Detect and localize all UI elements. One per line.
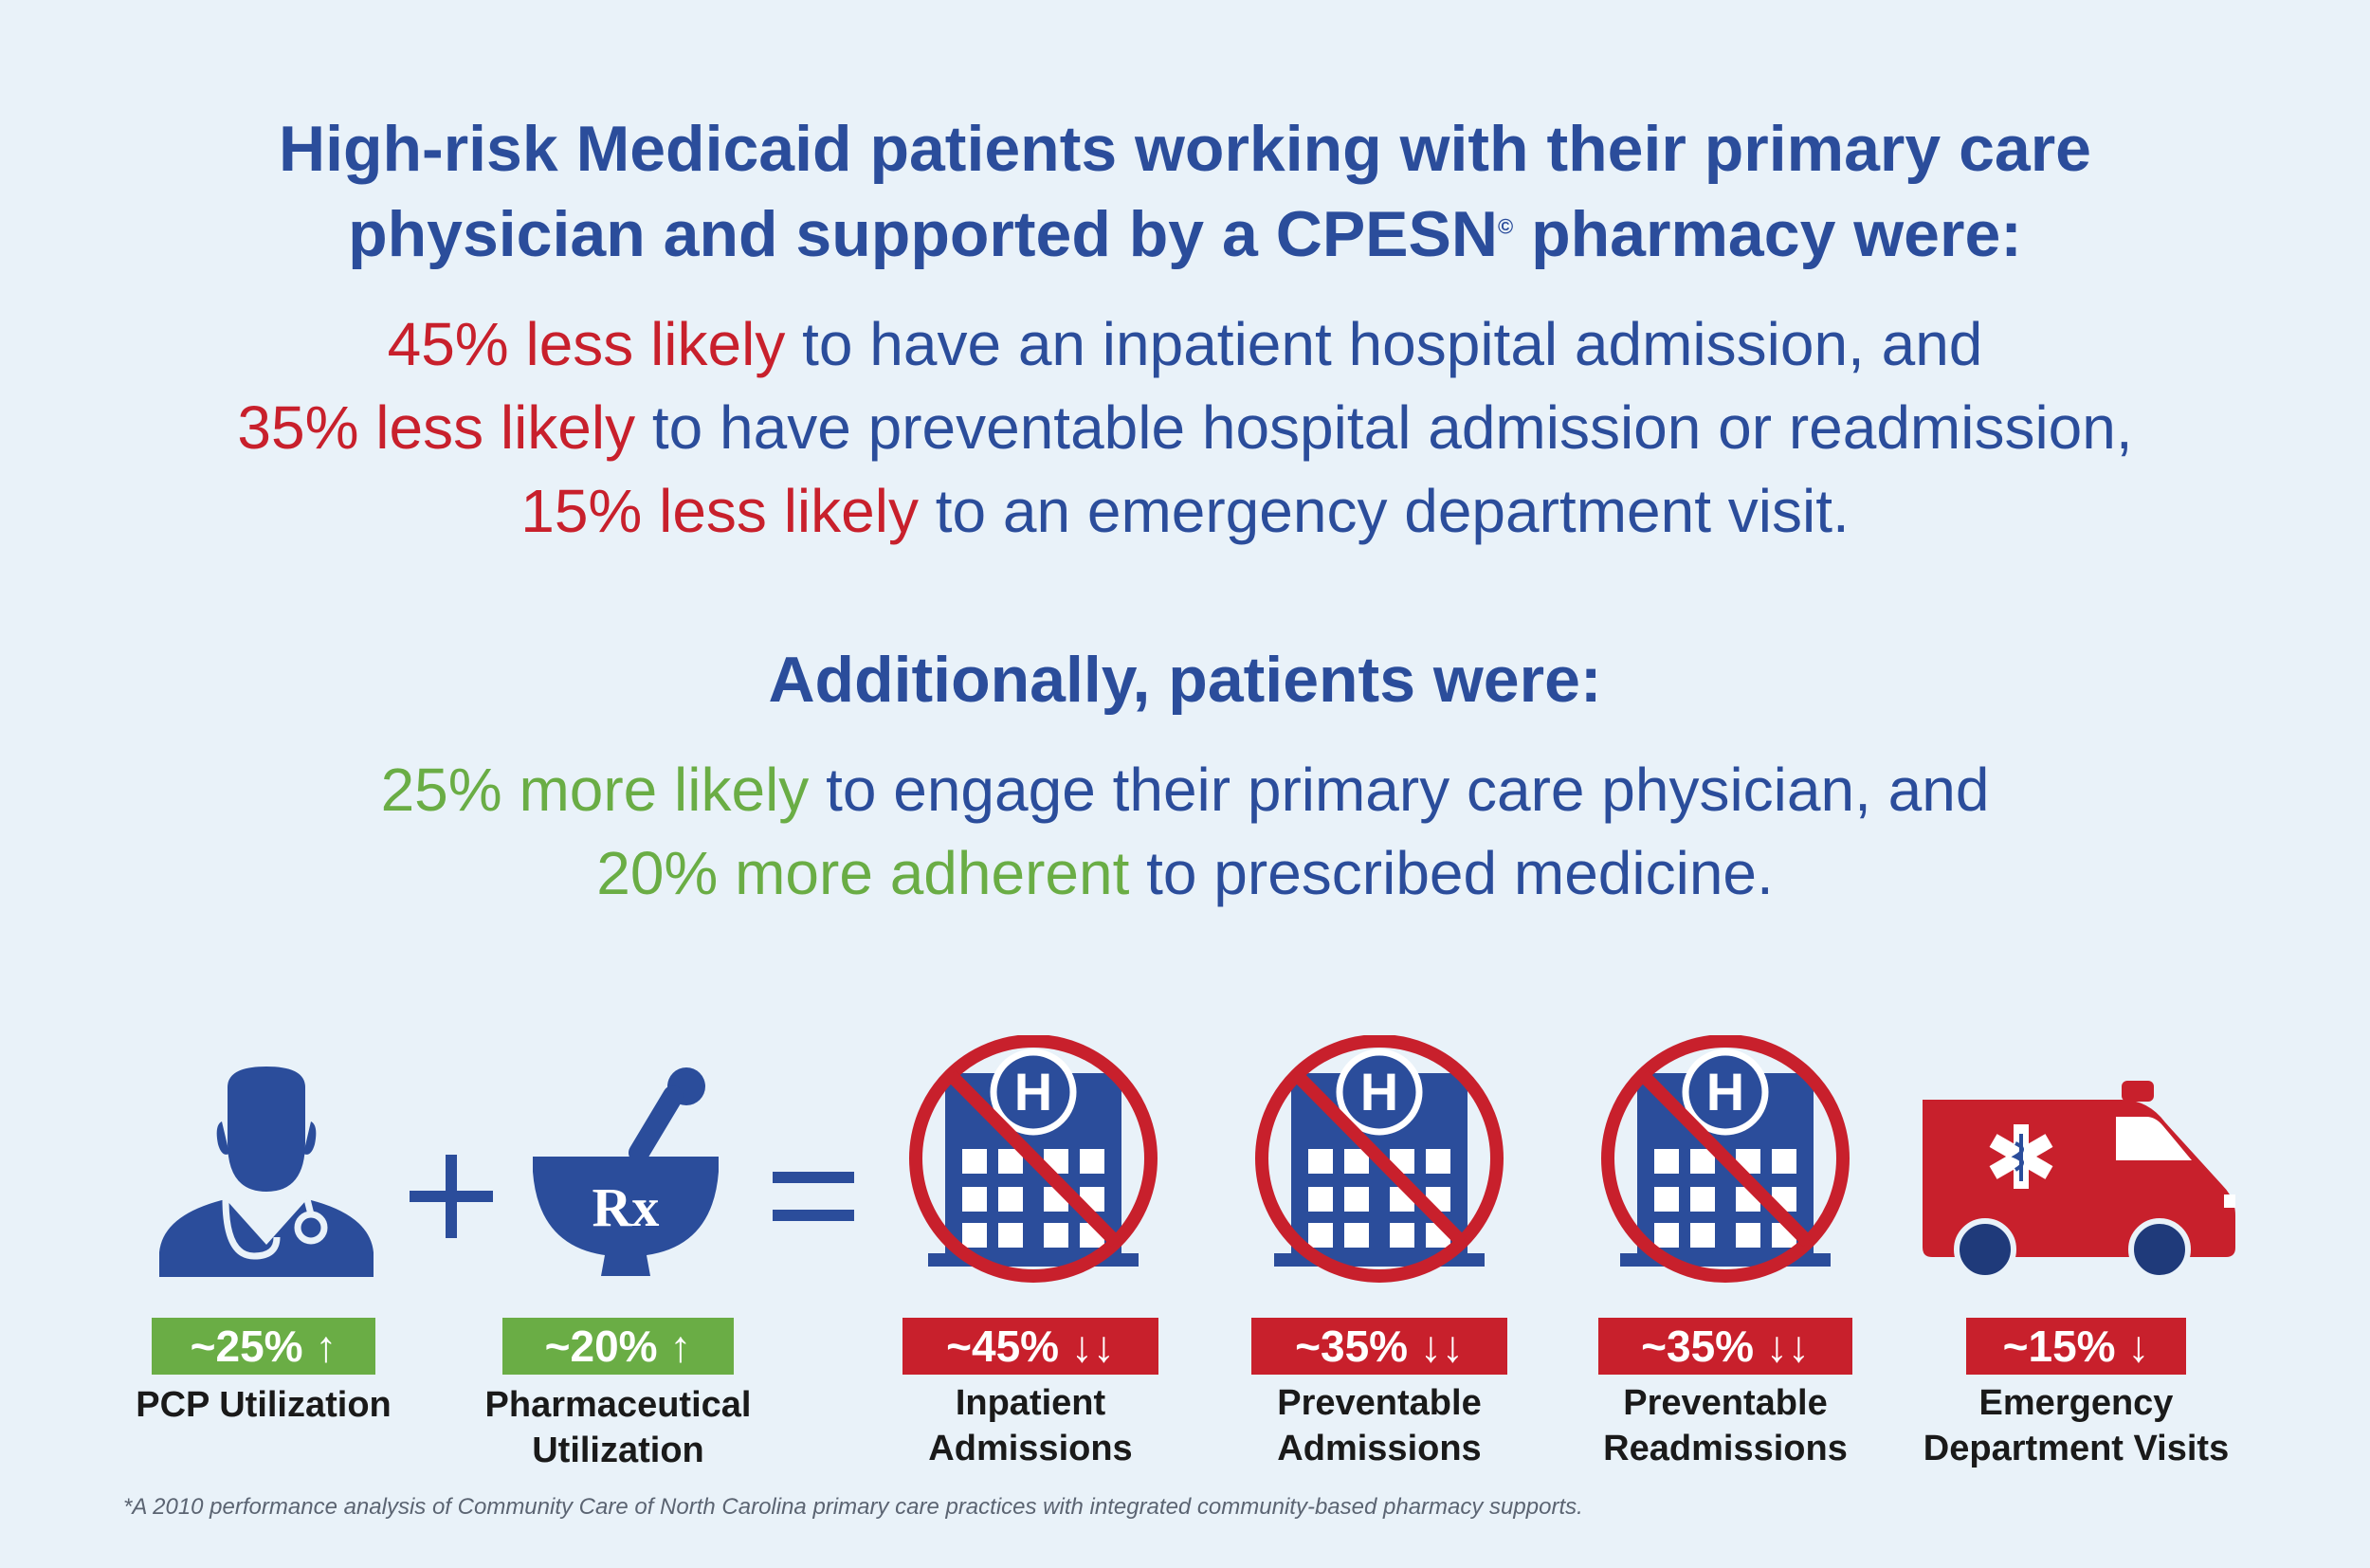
hospital-no-icon: H [1251,1035,1507,1284]
heading-line-2a: physician and supported by a CPESN [348,198,1498,270]
stat-text: to have preventable hospital admission o… [635,393,2133,462]
doctor-icon [159,1067,374,1277]
label-line: Department Visits [1923,1429,2230,1468]
badge-preventable-readmissions: ~35% ↓↓ [1598,1318,1852,1375]
mortar-pestle-icon: Rx [533,1066,719,1276]
label-line: Preventable [1623,1383,1828,1423]
badge-emergency-visits: ~15% ↓ [1966,1318,2186,1375]
more-highlight: 25% more likely [380,756,810,824]
label-line: PCP Utilization [136,1385,392,1425]
stat-highlight: 35% less likely [237,393,636,462]
more-text: to engage their primary care physician, … [809,756,1990,824]
heading-line-2: physician and supported by a CPESN© phar… [0,197,2370,271]
badge-inpatient-admissions: ~45% ↓↓ [902,1318,1158,1375]
stat-highlight: 45% less likely [387,310,786,378]
badge-preventable-admissions: ~35% ↓↓ [1251,1318,1507,1375]
hospital-letter: H [1013,1062,1053,1121]
label-line: Pharmaceutical [484,1385,752,1425]
rx-symbol: Rx [592,1176,660,1238]
label-line: Utilization [532,1431,704,1470]
label-emergency-visits: Emergency Department Visits [1887,1380,2266,1471]
more-line-adherent: 20% more adherent to prescribed medicine… [0,838,2370,908]
more-highlight: 20% more adherent [596,839,1130,907]
label-line: Admissions [1277,1429,1482,1468]
heading-line-2b: pharmacy were: [1513,198,2022,270]
more-text: to prescribed medicine. [1129,839,1774,907]
badge-pharmaceutical-utilization: ~20% ↑ [502,1318,734,1375]
stat-highlight: 15% less likely [520,477,919,545]
label-pharmaceutical-utilization: Pharmaceutical Utilization [457,1382,779,1473]
badge-pcp-utilization: ~25% ↑ [152,1318,375,1375]
equals-icon [773,1172,854,1221]
plus-icon [410,1155,493,1238]
label-preventable-admissions: Preventable Admissions [1223,1380,1536,1471]
hospital-no-icon: H [905,1035,1161,1284]
stat-text: to an emergency department visit. [918,477,1850,545]
more-line-engage: 25% more likely to engage their primary … [0,755,2370,825]
label-preventable-readmissions: Preventable Readmissions [1569,1380,1882,1471]
stat-text: to have an inpatient hospital admission,… [785,310,1983,378]
label-line: Preventable [1277,1383,1482,1423]
ambulance-icon [1923,1081,2235,1280]
additionally-heading: Additionally, patients were: [768,644,1602,716]
stat-line-emergency: 15% less likely to an emergency departme… [0,476,2370,546]
label-line: Admissions [928,1429,1133,1468]
label-line: Emergency [1978,1383,2174,1423]
hospital-no-icon: H [1597,1035,1853,1284]
hospital-letter: H [1705,1062,1745,1121]
hospital-letter: H [1359,1062,1399,1121]
label-pcp-utilization: PCP Utilization [102,1382,425,1428]
label-inpatient-admissions: Inpatient Admissions [874,1380,1187,1471]
label-line: Inpatient [955,1383,1106,1423]
footnote: *A 2010 performance analysis of Communit… [123,1494,1583,1520]
label-line: Readmissions [1603,1429,1848,1468]
copyright-mark: © [1498,214,1514,239]
heading-line-1: High-risk Medicaid patients working with… [278,113,2091,185]
stat-line-preventable: 35% less likely to have preventable hosp… [0,392,2370,463]
stat-line-inpatient: 45% less likely to have an inpatient hos… [0,309,2370,379]
